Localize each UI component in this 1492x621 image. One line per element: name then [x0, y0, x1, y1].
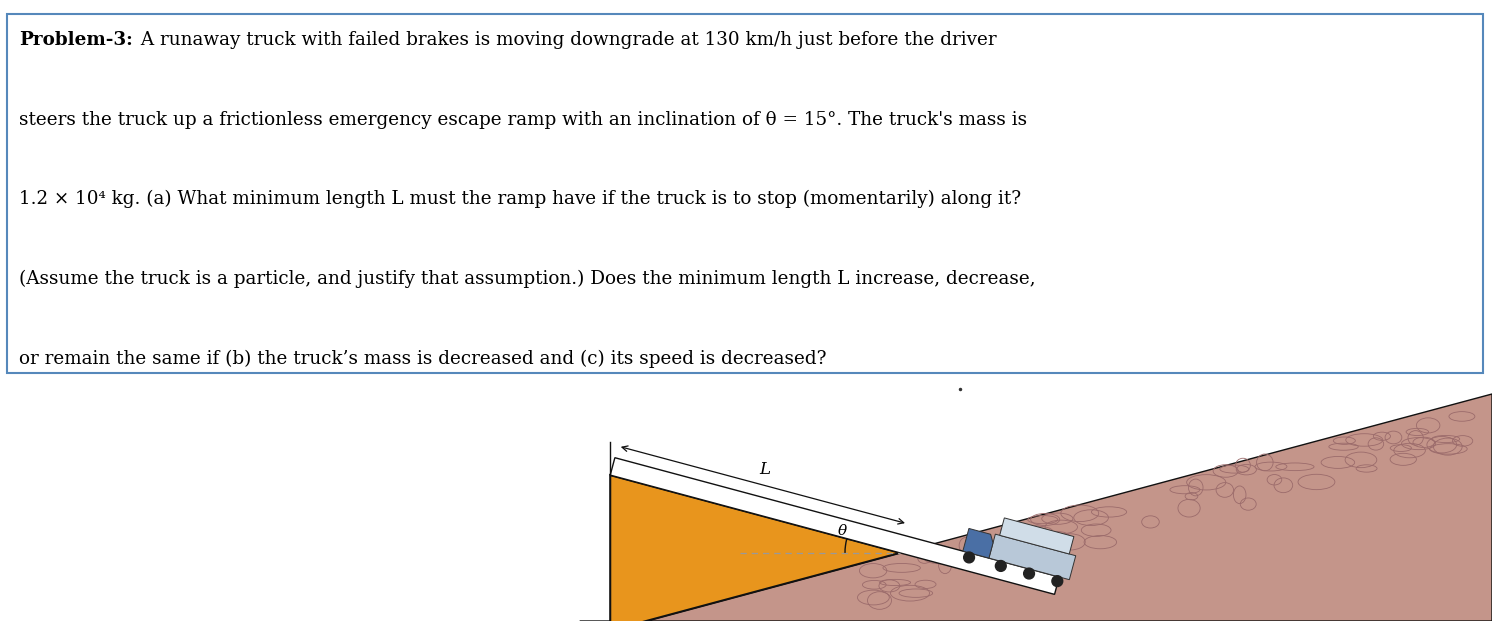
Polygon shape	[610, 475, 900, 621]
Text: L: L	[759, 461, 770, 478]
Text: 1.2 × 10⁴ kg. (a) What minimum length L must the ramp have if the truck is to st: 1.2 × 10⁴ kg. (a) What minimum length L …	[19, 190, 1022, 209]
Text: θ: θ	[837, 524, 847, 538]
Text: or remain the same if (b) the truck’s mass is decreased and (c) its speed is dec: or remain the same if (b) the truck’s ma…	[19, 349, 827, 368]
Circle shape	[1052, 576, 1062, 586]
Text: steers the truck up a frictionless emergency escape ramp with an inclination of : steers the truck up a frictionless emerg…	[19, 111, 1028, 129]
Text: Problem-3:: Problem-3:	[19, 31, 133, 49]
Circle shape	[964, 552, 974, 563]
Circle shape	[995, 561, 1006, 571]
Polygon shape	[1000, 518, 1074, 554]
Polygon shape	[989, 534, 1076, 579]
Circle shape	[1024, 568, 1034, 579]
Polygon shape	[962, 528, 994, 558]
Text: (Assume the truck is a particle, and justify that assumption.) Does the minimum : (Assume the truck is a particle, and jus…	[19, 270, 1035, 288]
Text: A runaway truck with failed brakes is moving downgrade at 130 km/h just before t: A runaway truck with failed brakes is mo…	[134, 31, 997, 49]
Polygon shape	[580, 394, 1492, 621]
Polygon shape	[610, 458, 1059, 594]
